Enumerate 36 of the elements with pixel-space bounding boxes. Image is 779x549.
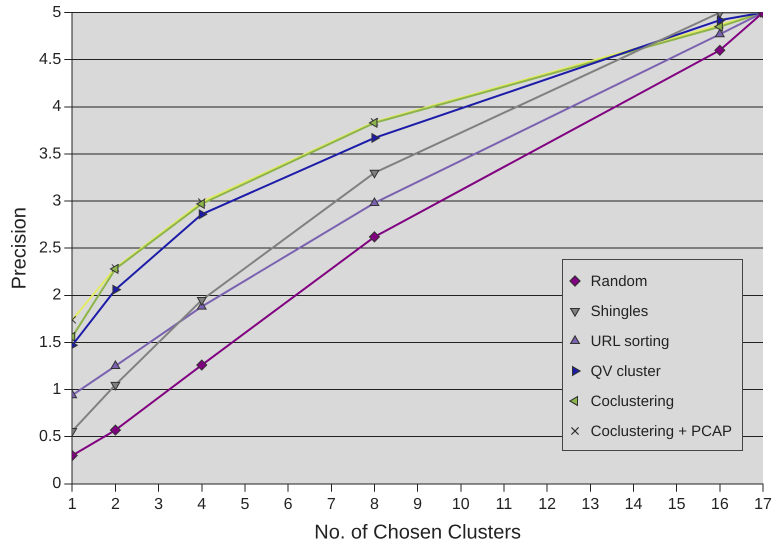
x-tick-label: 16 xyxy=(710,496,729,513)
x-tick-label: 2 xyxy=(110,496,120,513)
x-tick-label: 12 xyxy=(538,496,556,513)
x-tick-label: 8 xyxy=(370,496,379,513)
x-tick-label: 14 xyxy=(624,496,642,513)
x-tick-label: 15 xyxy=(668,496,686,513)
x-tick-label: 3 xyxy=(154,496,164,513)
y-tick-label: 4 xyxy=(52,98,62,116)
y-tick-label: 1.5 xyxy=(38,334,62,351)
x-tick-label: 4 xyxy=(197,496,206,513)
y-tick-label: 0.5 xyxy=(38,428,62,446)
x-tick-label: 1 xyxy=(68,496,77,513)
y-tick-label: 2.5 xyxy=(38,240,62,257)
legend-label: QV cluster xyxy=(590,362,661,380)
x-tick-label: 11 xyxy=(496,496,512,513)
legend-label: Coclustering xyxy=(590,392,674,410)
x-axis-title: No. of Chosen Clusters xyxy=(314,522,522,544)
y-tick-label: 3 xyxy=(52,192,62,210)
y-tick-label: 2 xyxy=(52,286,62,304)
legend-label: Random xyxy=(590,272,648,290)
y-tick-label: 0 xyxy=(52,475,62,492)
x-tick-label: 9 xyxy=(413,496,422,513)
x-tick-label: 5 xyxy=(240,496,250,513)
x-tick-label: 13 xyxy=(581,496,600,513)
x-tick-label: 10 xyxy=(452,496,470,513)
y-tick-label: 4.5 xyxy=(38,51,62,68)
x-tick-label: 7 xyxy=(326,496,336,513)
y-tick-label: 5 xyxy=(52,4,62,22)
legend-label: Shingles xyxy=(590,302,648,320)
legend-label: URL sorting xyxy=(590,332,670,350)
y-axis-title: Precision xyxy=(8,207,31,290)
legend-label: Coclustering + PCAP xyxy=(590,422,732,440)
y-tick-label: 3.5 xyxy=(38,145,62,162)
y-tick-label: 1 xyxy=(52,380,62,398)
x-tick-label: 6 xyxy=(284,496,293,513)
x-tick-label: 17 xyxy=(754,496,772,513)
